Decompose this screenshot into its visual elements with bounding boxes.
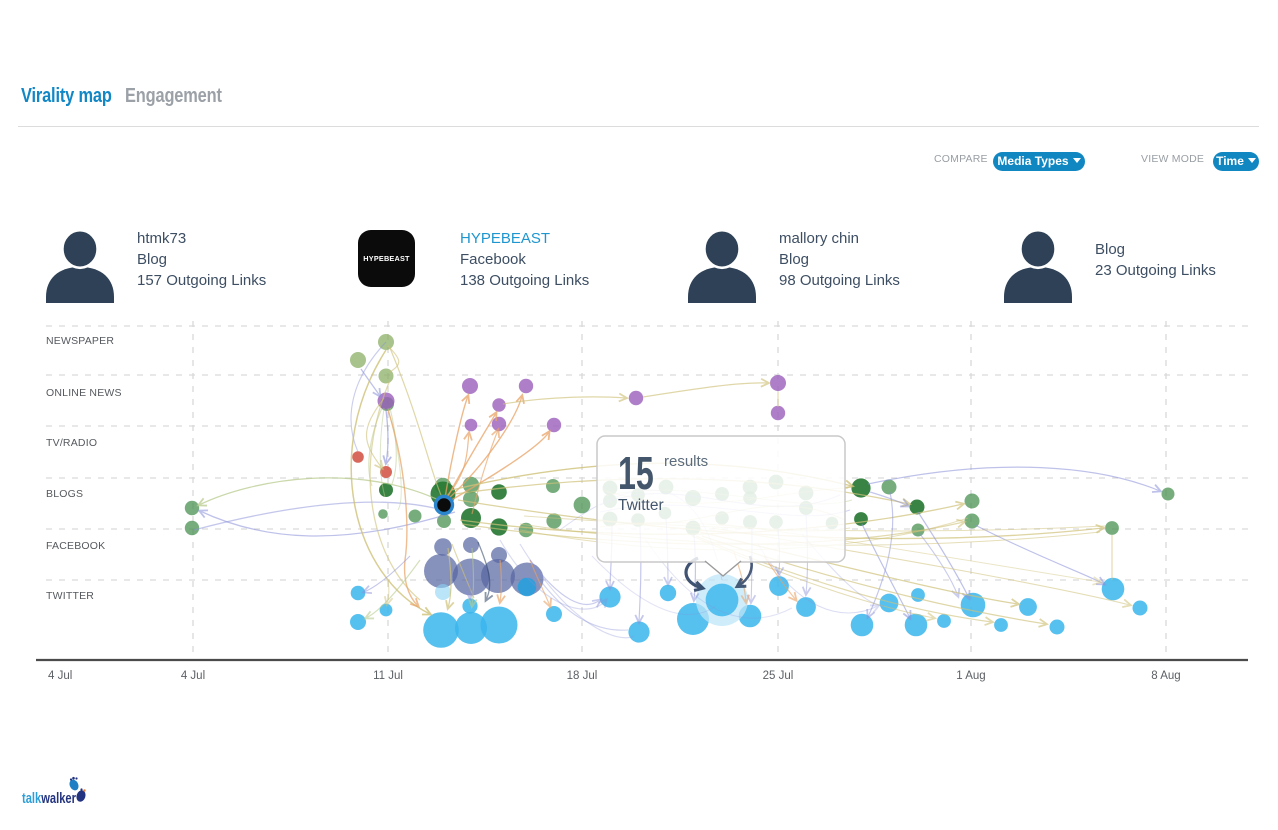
svg-text:TWITTER: TWITTER — [46, 590, 94, 602]
svg-text:8 Aug: 8 Aug — [1151, 670, 1180, 682]
svg-text:FACEBOOK: FACEBOOK — [46, 540, 105, 552]
svg-text:results: results — [664, 453, 708, 470]
svg-text:25 Jul: 25 Jul — [763, 670, 794, 682]
svg-text:4 Jul: 4 Jul — [48, 670, 72, 682]
svg-text:11 Jul: 11 Jul — [373, 670, 403, 682]
svg-text:4 Jul: 4 Jul — [181, 670, 205, 682]
svg-text:15: 15 — [618, 448, 654, 499]
svg-text:Twitter: Twitter — [618, 497, 664, 514]
svg-text:TV/RADIO: TV/RADIO — [46, 437, 97, 449]
svg-text:18 Jul: 18 Jul — [567, 670, 598, 682]
svg-text:talkwalker: talkwalker — [22, 791, 76, 807]
svg-text:1 Aug: 1 Aug — [956, 670, 985, 682]
svg-text:ONLINE NEWS: ONLINE NEWS — [46, 387, 122, 399]
svg-text:BLOGS: BLOGS — [46, 488, 83, 500]
svg-text:NEWSPAPER: NEWSPAPER — [46, 335, 114, 347]
